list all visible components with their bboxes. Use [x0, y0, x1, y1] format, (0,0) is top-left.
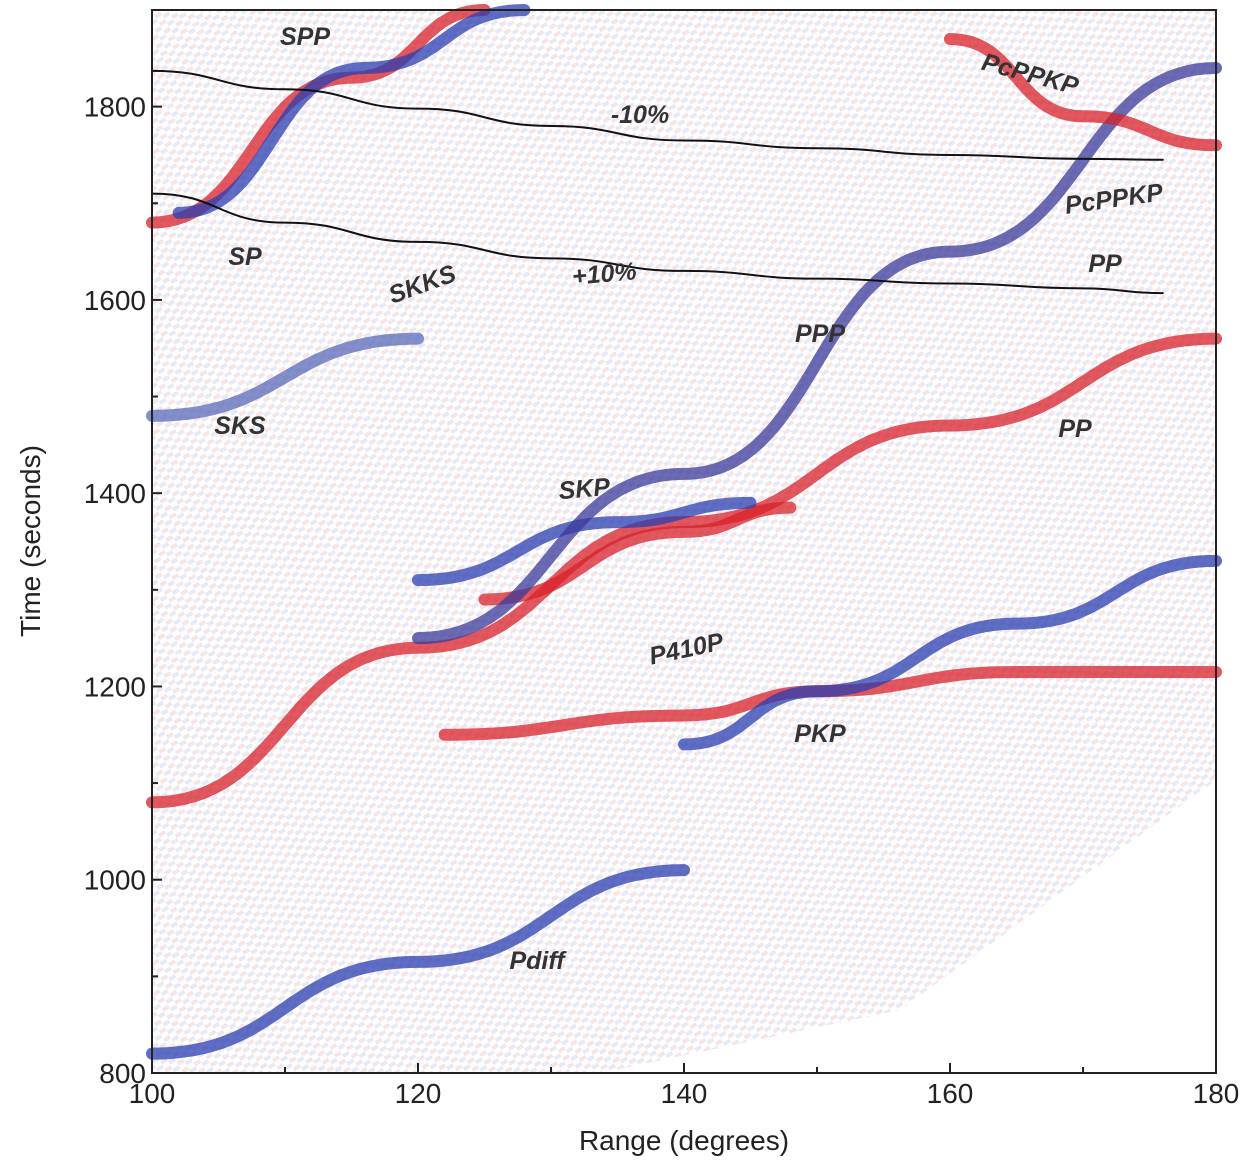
x-tick-label: 100	[129, 1078, 176, 1109]
phase-band	[146, 332, 424, 422]
phase-band	[146, 864, 690, 1060]
phase-label: PKP	[794, 720, 846, 748]
phase-label: -10%	[611, 101, 669, 129]
phase-band	[678, 554, 1222, 751]
x-tick-label: 140	[661, 1078, 708, 1109]
x-tick-label: 180	[1193, 1078, 1240, 1109]
phase-label: PPP	[795, 320, 845, 348]
y-tick-label: 800	[99, 1058, 146, 1089]
phase-label: SP	[228, 243, 262, 271]
x-axis-title: Range (degrees)	[579, 1125, 789, 1156]
contour-line	[151, 69, 1164, 161]
y-axis-title: Time (seconds)	[15, 445, 46, 637]
phase-label: SKP	[557, 473, 611, 505]
phase-band	[146, 332, 1222, 809]
phase-band	[478, 501, 797, 606]
phase-label: SKS	[214, 412, 266, 440]
y-tick-label: 1800	[84, 92, 146, 123]
phase-band	[944, 32, 1222, 152]
phase-label: Pdiff	[509, 947, 567, 975]
plot	[146, 4, 1222, 1060]
phase-band	[412, 496, 757, 587]
y-tick-label: 1400	[84, 478, 146, 509]
phase-label: PP	[1088, 250, 1122, 278]
x-tick-label: 120	[395, 1078, 442, 1109]
empty-region	[152, 780, 1216, 1073]
phase-label: PP	[1058, 415, 1092, 443]
y-tick-label: 1000	[84, 865, 146, 896]
y-tick-label: 1200	[84, 671, 146, 702]
y-tick-label: 1600	[84, 285, 146, 316]
phase-band	[172, 4, 531, 219]
phase-label: +10%	[571, 257, 638, 291]
background	[152, 10, 1216, 1073]
x-tick-label: 160	[927, 1078, 974, 1109]
phase-label: SPP	[280, 23, 330, 51]
contour-line	[151, 192, 1164, 295]
